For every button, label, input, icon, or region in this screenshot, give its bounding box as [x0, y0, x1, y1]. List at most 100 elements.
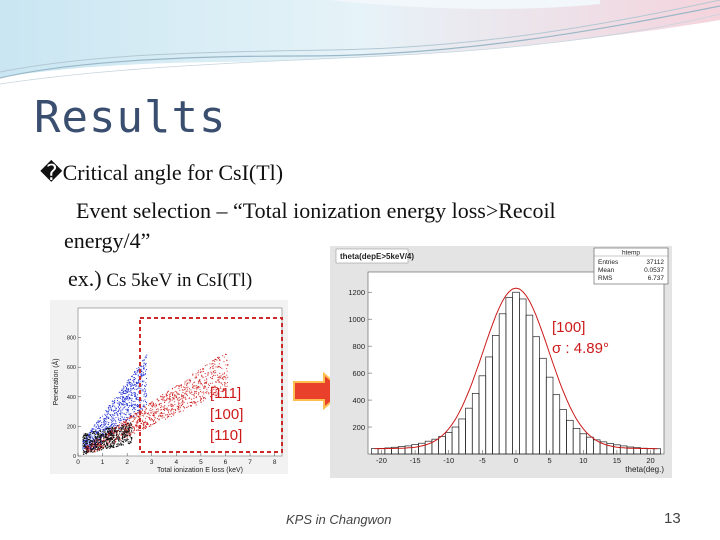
scatter-plot: 0 1 2 3 4 5 6 7 8 0 200 400 600 800 Total ionization… [50, 300, 288, 474]
scatter-point [126, 433, 128, 435]
scatter-point [206, 390, 208, 392]
scatter-point [185, 385, 188, 387]
scatter-point [160, 403, 162, 405]
scatter-point [214, 372, 216, 374]
scatter-point [91, 433, 94, 435]
scatter-point [82, 436, 84, 438]
scatter-point [112, 445, 114, 447]
scatter-point [101, 440, 104, 443]
scatter-point [184, 393, 186, 395]
scatter-point [135, 396, 137, 398]
peak-annotation: [100] σ : 4.89° [552, 317, 609, 359]
scatter-point [211, 363, 213, 365]
scatter-point [122, 428, 124, 430]
scatter-point [189, 404, 191, 406]
scatter-point [210, 396, 212, 398]
scatter-point [109, 430, 111, 432]
scatter-point [145, 384, 147, 386]
scatter-point [140, 365, 142, 367]
scatter-point [98, 427, 100, 429]
scatter-point [199, 371, 201, 373]
scatter-point [86, 445, 88, 447]
scatter-point [187, 405, 189, 407]
scatter-point [95, 435, 97, 438]
scatter-point [142, 409, 144, 411]
scatter-point [106, 416, 108, 418]
scatter-point [207, 374, 209, 376]
scatter-point [132, 415, 134, 418]
scatter-point [199, 399, 201, 401]
scatter-point [120, 402, 122, 404]
scatter-point [99, 430, 101, 432]
scatter-point [86, 449, 88, 451]
scatter-point [114, 399, 116, 402]
scatter-point [127, 434, 129, 437]
scatter-point [149, 423, 152, 426]
scatter-point [98, 445, 101, 447]
scatter-point [144, 363, 146, 366]
scatter-point [120, 415, 122, 417]
scatter-point [98, 443, 100, 445]
scatter-point [127, 388, 129, 390]
scatter-point [90, 431, 92, 434]
scatter-point [155, 405, 157, 407]
scatter-point [102, 426, 104, 428]
scatter-point [119, 427, 121, 429]
scatter-point [133, 429, 135, 431]
scatter-point [203, 393, 205, 395]
scatter-point [152, 411, 154, 413]
scatter-point [113, 442, 115, 444]
scatter-point [157, 409, 159, 411]
scatter-point [113, 402, 116, 404]
scatter-point [123, 399, 125, 401]
scatter-point [189, 378, 191, 380]
peak-direction-label: [100] [552, 319, 586, 336]
scatter-point [98, 425, 100, 428]
scatter-point [154, 406, 156, 408]
scatter-point [123, 407, 125, 409]
selection-text: Event selection – “Total ionization ener… [76, 198, 556, 223]
scatter-point [133, 407, 135, 409]
scatter-point [190, 392, 192, 394]
scatter-point [115, 407, 117, 409]
scatter-point [111, 444, 113, 446]
scatter-point [222, 391, 224, 393]
scatter-point [116, 436, 118, 438]
scatter-point [146, 415, 148, 418]
stats-entries-value: 37112 [646, 259, 664, 266]
scatter-point [137, 375, 139, 377]
scatter-point [107, 431, 109, 434]
scatter-point [133, 384, 135, 386]
scatter-point [114, 410, 116, 412]
scatter-point [174, 390, 176, 392]
y-axis-label: Penetration (Å) [51, 358, 60, 405]
scatter-point [144, 370, 147, 372]
scatter-point [96, 448, 98, 450]
scatter-point [110, 420, 113, 422]
scatter-point [157, 411, 159, 413]
scatter-point [123, 398, 125, 400]
scatter-point [114, 412, 116, 415]
scatter-point [130, 427, 132, 429]
scatter-point [145, 402, 147, 404]
scatter-point [108, 416, 110, 418]
scatter-point [139, 387, 141, 389]
scatter-point [169, 398, 171, 400]
scatter-point [124, 435, 126, 438]
scatter-point [137, 418, 139, 420]
scatter-point [95, 444, 97, 446]
scatter-point [99, 438, 101, 441]
scatter-point [144, 406, 146, 408]
scatter-point [107, 444, 109, 446]
scatter-point [187, 379, 189, 381]
scatter-point [128, 379, 130, 381]
scatter-point [141, 380, 143, 382]
scatter-point [105, 441, 108, 443]
scatter-point [181, 394, 183, 396]
scatter-point [110, 440, 112, 442]
scatter-point [91, 428, 93, 430]
scatter-point [135, 382, 137, 384]
scatter-point [130, 393, 133, 395]
selection-text-continued: energy/4” [64, 228, 151, 253]
scatter-point [146, 378, 148, 380]
